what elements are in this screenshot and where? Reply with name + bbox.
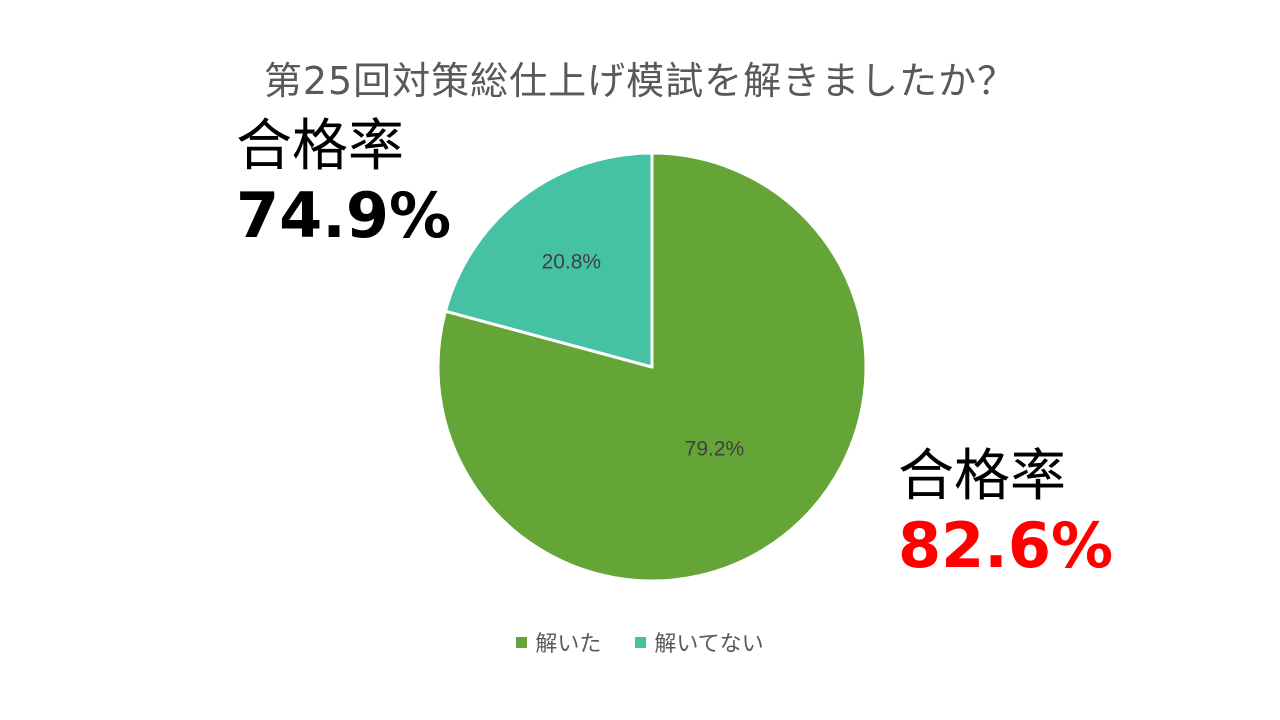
legend-swatch [635, 636, 647, 648]
pass-rate-right-label: 合格率 [898, 444, 1066, 509]
legend-label: 解いた [535, 632, 602, 657]
chart-legend: 解いた 解いてない [0, 626, 1280, 658]
pass-rate-right-value: 82.6% [898, 508, 1114, 582]
pass-rate-left: 合格率 74.9% [236, 114, 452, 252]
legend-swatch [516, 636, 528, 648]
pass-rate-left-value: 74.9% [236, 178, 452, 252]
chart-title: 第25回対策総仕上げ模試を解きましたか？ [263, 59, 1017, 103]
pass-rate-left-label: 合格率 [236, 114, 404, 179]
pie-slice-2 [443, 151, 654, 369]
legend-label: 解いてない [654, 632, 764, 657]
pass-rate-right: 合格率 82.6% [898, 444, 1114, 582]
legend-item-2: 解いてない [635, 626, 764, 658]
pie-slice-label-1: 79.2% [685, 438, 745, 461]
legend-item-1: 解いた [516, 626, 601, 658]
pie-slice-label-2: 20.8% [542, 251, 602, 274]
